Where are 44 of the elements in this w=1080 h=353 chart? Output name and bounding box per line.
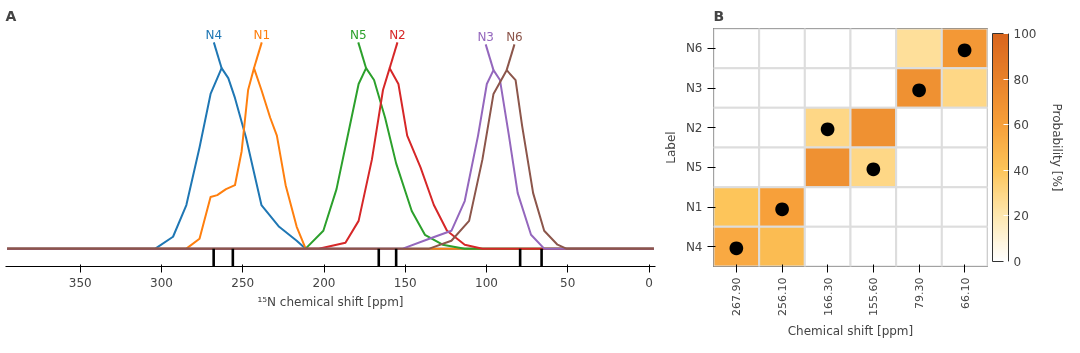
- data-label: ●: [956, 37, 973, 59]
- y-axis-title: Label: [663, 131, 678, 164]
- text: N6: [506, 30, 523, 45]
- x-tick-label: 250: [231, 275, 255, 290]
- data-label: ●: [911, 77, 927, 99]
- y-tick-label: N4: [685, 239, 703, 254]
- text: N5: [349, 28, 367, 43]
- text: N3: [477, 30, 495, 45]
- color-bar-label: 80: [1013, 72, 1029, 87]
- data-label: ●: [819, 117, 836, 139]
- x-tick-label: 166.30: [821, 277, 835, 316]
- y-tick-label: N2: [685, 120, 703, 135]
- color-bar-title: Probability [%]: [1049, 103, 1064, 192]
- text: N1: [253, 28, 271, 43]
- color-bar-label: 60: [1013, 118, 1029, 133]
- data-label: ●: [865, 156, 882, 178]
- color-bar-label: 20: [1013, 209, 1029, 224]
- x-axis-title: Chemical shift [ppm]: [787, 323, 914, 338]
- x-tick-label: 300: [150, 275, 173, 290]
- text: N4: [205, 28, 223, 43]
- x-tick-label: 350: [68, 275, 92, 290]
- chart-title: A: [5, 7, 17, 24]
- x-tick-label: 100: [475, 275, 498, 290]
- x-tick-label: 79.30: [913, 277, 926, 309]
- color-bar-label: 100: [1013, 27, 1037, 41]
- data-label: ●: [774, 196, 790, 218]
- y-tick-label: N3: [685, 81, 703, 95]
- text: N2: [389, 28, 406, 43]
- x-tick-label: 155.60: [867, 277, 881, 316]
- chart-title: B: [713, 7, 725, 24]
- y-tick-label: N6: [685, 41, 703, 56]
- y-tick-label: N5: [685, 160, 703, 175]
- data-label: ●: [728, 236, 745, 258]
- x-tick-label: 256.10: [776, 277, 789, 316]
- x-tick-label: 267.90: [730, 277, 744, 316]
- x-tick-label: 150: [393, 275, 417, 290]
- x-tick-label: 200: [312, 275, 336, 290]
- x-tick-label: 0: [645, 275, 653, 290]
- x-axis-title: ¹⁵N chemical shift [ppm]: [257, 294, 404, 309]
- x-tick-label: 50: [560, 275, 576, 290]
- color-bar-label: 0: [1013, 255, 1022, 269]
- x-tick-label: 66.10: [958, 277, 972, 309]
- y-tick-label: N1: [685, 200, 703, 214]
- color-bar-label: 40: [1013, 163, 1029, 178]
